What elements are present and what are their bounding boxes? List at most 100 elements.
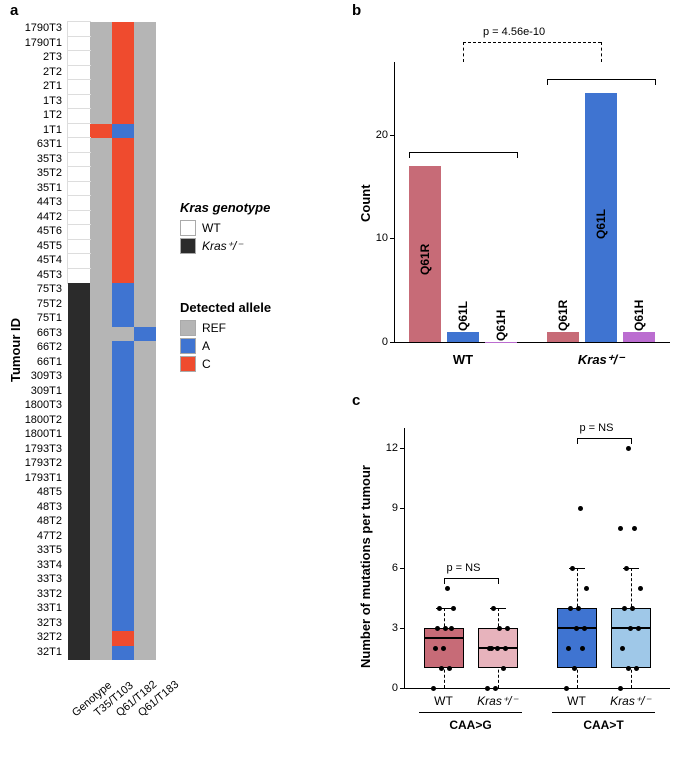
legend-swatch — [180, 356, 196, 372]
heatmap-cell — [134, 138, 156, 153]
heatmap-cell — [90, 225, 112, 240]
heatmap-cell — [112, 124, 134, 139]
heatmap-cell — [112, 646, 134, 661]
heatmap-cell — [90, 109, 112, 124]
heatmap-cell-genotype — [68, 37, 90, 52]
heatmap-cell — [112, 109, 134, 124]
heatmap-row-label: 1800T2 — [16, 415, 62, 426]
heatmap-cell-genotype — [68, 356, 90, 371]
heatmap-cell — [90, 370, 112, 385]
boxplot-point — [628, 626, 633, 631]
heatmap-cell — [90, 80, 112, 95]
heatmap-cell — [112, 196, 134, 211]
heatmap-cell — [134, 515, 156, 530]
heatmap-cell-genotype — [68, 95, 90, 110]
heatmap-cell — [90, 515, 112, 530]
heatmap-cell — [112, 588, 134, 603]
boxplot-point — [503, 646, 508, 651]
heatmap-cell — [112, 443, 134, 458]
boxplot-point — [624, 566, 629, 571]
heatmap-cell — [134, 356, 156, 371]
heatmap-cell — [112, 457, 134, 472]
boxplot-plot: 036912WTKras⁺/⁻CAA>Gp = NSWTKras⁺/⁻CAA>T… — [404, 428, 670, 688]
heatmap-cell — [134, 182, 156, 197]
heatmap-cell — [134, 370, 156, 385]
heatmap-cell — [134, 211, 156, 226]
boxplot-point — [620, 646, 625, 651]
heatmap-cell — [134, 646, 156, 661]
heatmap-cell — [90, 167, 112, 182]
ytick-label: 0 — [376, 682, 398, 694]
heatmap-cell — [134, 66, 156, 81]
boxplot-point — [580, 646, 585, 651]
heatmap-row-label: 45T6 — [16, 226, 62, 237]
heatmap-cell — [112, 167, 134, 182]
heatmap-cell-genotype — [68, 602, 90, 617]
box-sub-label: WT — [414, 694, 474, 708]
heatmap-row-label: 44T2 — [16, 212, 62, 223]
heatmap-cell — [90, 211, 112, 226]
heatmap-cell — [90, 385, 112, 400]
heatmap-cell — [134, 37, 156, 52]
heatmap-cell — [90, 240, 112, 255]
legend-item: WT — [180, 219, 270, 237]
heatmap-row-label: 1793T3 — [16, 444, 62, 455]
heatmap-cell — [90, 399, 112, 414]
heatmap-cell — [112, 544, 134, 559]
legend-item: A — [180, 337, 271, 355]
boxplot-point — [630, 606, 635, 611]
heatmap-cell-genotype — [68, 501, 90, 516]
heatmap-cell — [112, 617, 134, 632]
heatmap-cell-genotype — [68, 486, 90, 501]
heatmap-cell — [112, 211, 134, 226]
heatmap-cell — [90, 646, 112, 661]
heatmap-cell — [134, 254, 156, 269]
heatmap-cell — [90, 196, 112, 211]
heatmap-cell — [134, 327, 156, 342]
heatmap-row-label: 75T1 — [16, 313, 62, 324]
boxplot-point — [578, 506, 583, 511]
heatmap-cell — [112, 80, 134, 95]
legend-item: C — [180, 355, 271, 373]
heatmap-cell — [90, 298, 112, 313]
legend-swatch — [180, 338, 196, 354]
figure-root: a b c Tumour ID 1790T31790T12T32T22T11T3… — [0, 0, 693, 782]
heatmap-cell — [112, 385, 134, 400]
heatmap-cell — [134, 457, 156, 472]
boxplot-point — [437, 606, 442, 611]
heatmap-row-label: 66T2 — [16, 342, 62, 353]
group-label: Kras⁺/⁻ — [532, 352, 670, 368]
box-sub-label: Kras⁺/⁻ — [601, 694, 661, 708]
boxplot-point — [441, 646, 446, 651]
heatmap-cell — [112, 22, 134, 37]
bar — [447, 332, 479, 342]
ytick-label: 12 — [376, 442, 398, 454]
heatmap-cell — [112, 66, 134, 81]
heatmap-cell — [90, 559, 112, 574]
heatmap-cell — [90, 153, 112, 168]
legend-item: Kras⁺/⁻ — [180, 237, 270, 255]
boxplot-point — [632, 526, 637, 531]
boxplot-point — [626, 666, 631, 671]
heatmap-cell — [90, 631, 112, 646]
heatmap-row-label: 309T1 — [16, 386, 62, 397]
legend-genotype-title: Kras genotype — [180, 200, 270, 215]
bar-label: Q61H — [632, 291, 646, 331]
heatmap-row-label: 47T2 — [16, 531, 62, 542]
heatmap-row-label: 75T2 — [16, 299, 62, 310]
boxplot-point — [501, 666, 506, 671]
heatmap-cell-genotype — [68, 617, 90, 632]
boxplot-point — [489, 646, 494, 651]
heatmap-cell — [90, 51, 112, 66]
ytick-label: 10 — [368, 232, 388, 244]
boxplot-point — [495, 646, 500, 651]
heatmap-cell — [112, 298, 134, 313]
heatmap-cell — [90, 588, 112, 603]
legend-swatch — [180, 320, 196, 336]
heatmap-cell — [134, 631, 156, 646]
heatmap-cell-genotype — [68, 138, 90, 153]
heatmap-cell-genotype — [68, 254, 90, 269]
heatmap-row-label: 66T1 — [16, 357, 62, 368]
heatmap-row-label: 45T5 — [16, 241, 62, 252]
heatmap-cell — [112, 182, 134, 197]
